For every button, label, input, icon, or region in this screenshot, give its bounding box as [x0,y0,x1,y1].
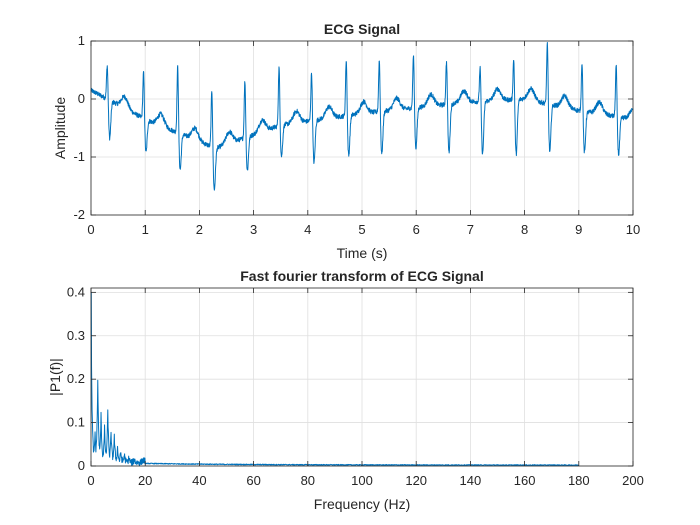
fft-x-tick-label: 180 [568,473,590,488]
fft-y-tick-label: 0.3 [67,328,85,343]
ecg-x-tick-label: 6 [413,222,420,237]
fft-line-group [90,291,580,467]
fft-y-axis-label: |P1(f)| [47,358,63,396]
fft-x-tick-label: 200 [622,473,644,488]
ecg-x-tick-label: 8 [521,222,528,237]
ecg-y-tick-label: 0 [78,91,85,106]
ecg-title: ECG Signal [324,21,400,37]
ecg-x-tick-label: 1 [142,222,149,237]
ecg-y-axis-label: Amplitude [52,97,68,159]
fft-x-tick-label: 60 [246,473,260,488]
fft-x-ticks: 0 20 40 60 80 100 120 140 160 180 200 [87,288,644,488]
ecg-line-group [90,41,634,191]
fft-x-tick-label: 40 [192,473,206,488]
fft-series-line [90,291,580,467]
ecg-x-tick-label: 4 [304,222,311,237]
fft-axes: 0 20 40 60 80 100 120 140 160 180 200 0 0.1 0.2 0.3 0.… [47,268,644,512]
ecg-x-tick-label: 3 [250,222,257,237]
ecg-x-axis-label: Time (s) [337,245,388,261]
ecg-x-tick-label: 10 [626,222,640,237]
fft-y-tick-label: 0.4 [67,284,85,299]
fft-x-tick-label: 80 [301,473,315,488]
fft-x-tick-label: 0 [87,473,94,488]
fft-y-tick-label: 0.2 [67,371,85,386]
ecg-x-tick-label: 9 [575,222,582,237]
ecg-y-tick-label: 1 [78,33,85,48]
fft-x-tick-label: 160 [514,473,536,488]
fft-x-axis-label: Frequency (Hz) [314,496,410,512]
ecg-x-tick-label: 7 [467,222,474,237]
fft-x-tick-label: 20 [138,473,152,488]
fft-y-tick-label: 0 [78,458,85,473]
fft-x-tick-label: 100 [351,473,373,488]
ecg-x-tick-label: 5 [358,222,365,237]
ecg-y-tick-label: -1 [73,149,85,164]
fft-y-tick-label: 0.1 [67,415,85,430]
fft-title: Fast fourier transform of ECG Signal [240,268,483,284]
ecg-x-tick-label: 2 [196,222,203,237]
ecg-series-line [90,41,634,191]
fft-x-tick-label: 140 [460,473,482,488]
fft-x-tick-label: 120 [405,473,427,488]
ecg-x-ticks: 0 1 2 3 4 5 6 7 8 9 10 [87,41,640,237]
fft-y-ticks: 0 0.1 0.2 0.3 0.4 [67,284,633,473]
ecg-x-tick-label: 0 [87,222,94,237]
ecg-y-ticks: -2 -1 0 1 [73,33,633,222]
ecg-signal-axes: 0 1 2 3 4 5 6 7 8 9 10 -2-101 ECG Signal Time (s) … [52,21,640,261]
ecg-y-tick-label: -2 [73,207,85,222]
